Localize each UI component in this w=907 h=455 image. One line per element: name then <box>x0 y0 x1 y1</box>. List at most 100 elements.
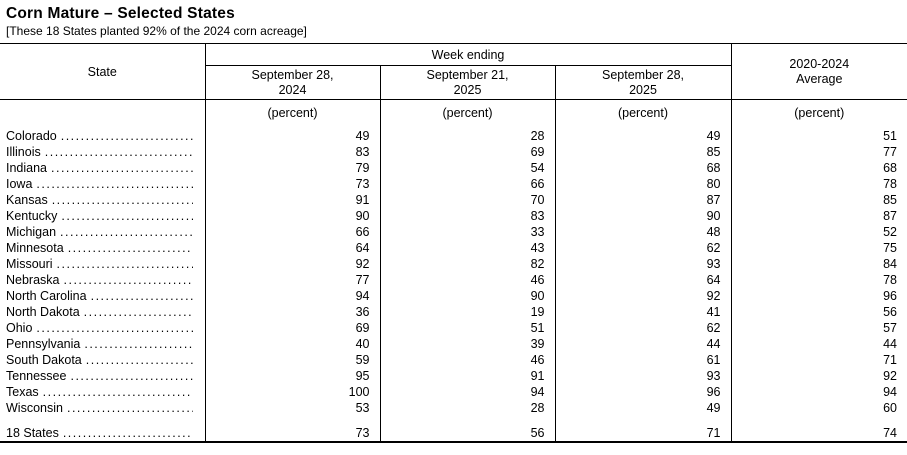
state-name-cell: South Dakota <box>0 352 205 368</box>
value-cell: 82 <box>379 256 555 272</box>
state-name-cell: Kansas <box>0 192 205 208</box>
state-name-cell: North Dakota <box>0 304 205 320</box>
state-row: Pennsylvania40394444 <box>0 336 907 352</box>
spacer-cell <box>554 416 732 425</box>
state-name-cell: 18 States <box>0 425 205 442</box>
value-cell: 52 <box>730 224 907 240</box>
dot-leader <box>57 256 193 272</box>
value-cell: 78 <box>730 176 907 192</box>
state-row: Kentucky90839087 <box>0 208 907 224</box>
value-cell: 94 <box>204 288 380 304</box>
dot-leader <box>84 336 192 352</box>
value-cell: 69 <box>204 320 380 336</box>
value-cell: 96 <box>554 384 732 400</box>
dot-leader <box>61 128 193 144</box>
value-cell: 71 <box>730 352 907 368</box>
group-header-row: State Week ending 2020-2024 Average <box>0 43 907 100</box>
unit-label: (percent) <box>730 99 907 125</box>
dot-leader <box>91 288 193 304</box>
value-cell: 73 <box>204 425 380 442</box>
value-cell: 87 <box>730 208 907 224</box>
value-cell: 79 <box>204 160 380 176</box>
value-cell: 69 <box>379 144 555 160</box>
value-cell: 94 <box>379 384 555 400</box>
dot-leader <box>70 368 192 384</box>
page-subtitle: [These 18 States planted 92% of the 2024… <box>6 24 307 38</box>
value-cell: 66 <box>379 176 555 192</box>
state-name-cell: Colorado <box>0 125 205 144</box>
spacer-cell <box>730 416 907 425</box>
spacer-cell <box>0 416 205 425</box>
value-cell: 49 <box>554 125 732 144</box>
state-name-cell: Texas <box>0 384 205 400</box>
dot-leader <box>51 160 192 176</box>
state-name-cell: Indiana <box>0 160 205 176</box>
value-cell: 93 <box>554 256 732 272</box>
state-name: Iowa <box>6 177 33 191</box>
state-row: Indiana79546868 <box>0 160 907 176</box>
value-cell: 95 <box>204 368 380 384</box>
value-cell: 91 <box>204 192 380 208</box>
value-cell: 80 <box>554 176 732 192</box>
unit-label: (percent) <box>379 99 555 125</box>
value-cell: 53 <box>204 400 380 416</box>
page-title: Corn Mature – Selected States <box>6 5 235 22</box>
state-name: Illinois <box>6 145 41 159</box>
state-name: Kansas <box>6 193 48 207</box>
value-cell: 74 <box>730 425 907 442</box>
value-cell: 51 <box>730 125 907 144</box>
state-name: Ohio <box>6 321 33 335</box>
value-cell: 77 <box>730 144 907 160</box>
value-cell: 49 <box>204 125 380 144</box>
value-cell: 43 <box>379 240 555 256</box>
value-cell: 68 <box>554 160 732 176</box>
value-cell: 85 <box>554 144 732 160</box>
value-cell: 60 <box>730 400 907 416</box>
week3-line2: 2025 <box>629 82 657 97</box>
week2-line1: September 21, <box>426 67 509 82</box>
state-name: 18 States <box>6 426 59 440</box>
state-column-header: State <box>0 43 206 100</box>
value-cell: 91 <box>379 368 555 384</box>
value-cell: 61 <box>554 352 732 368</box>
spacer-cell <box>204 416 380 425</box>
state-name: Michigan <box>6 225 57 239</box>
state-name-cell: Ohio <box>0 320 205 336</box>
state-name: Wisconsin <box>6 401 63 415</box>
unit-empty-cell <box>0 99 205 125</box>
value-cell: 90 <box>554 208 732 224</box>
value-cell: 70 <box>379 192 555 208</box>
state-name-cell: Kentucky <box>0 208 205 224</box>
value-cell: 62 <box>554 240 732 256</box>
value-cell: 56 <box>730 304 907 320</box>
value-cell: 94 <box>730 384 907 400</box>
date-header-row: September 28, 2024 September 21, 2025 Se… <box>0 65 907 100</box>
average-column-header: 2020-2024 Average <box>730 43 907 100</box>
value-cell: 40 <box>204 336 380 352</box>
dot-leader <box>68 240 193 256</box>
state-name: Colorado <box>6 129 57 143</box>
value-cell: 90 <box>204 208 380 224</box>
state-name: Tennessee <box>6 369 67 383</box>
value-cell: 46 <box>379 272 555 288</box>
value-cell: 19 <box>379 304 555 320</box>
dot-leader <box>36 320 192 336</box>
state-name-cell: Minnesota <box>0 240 205 256</box>
value-cell: 36 <box>204 304 380 320</box>
value-cell: 84 <box>730 256 907 272</box>
value-cell: 96 <box>730 288 907 304</box>
unit-label: (percent) <box>554 99 732 125</box>
value-cell: 51 <box>379 320 555 336</box>
value-cell: 85 <box>730 192 907 208</box>
dot-leader <box>61 208 192 224</box>
value-cell: 87 <box>554 192 732 208</box>
